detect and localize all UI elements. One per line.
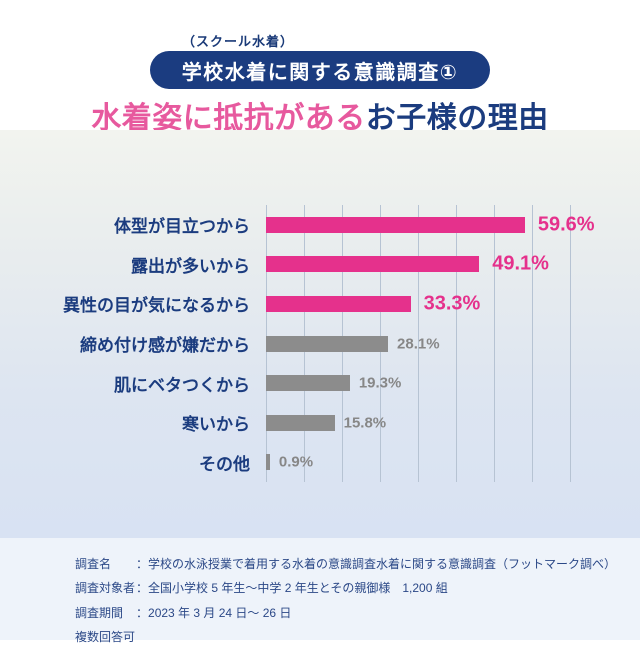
bar-3	[266, 296, 411, 312]
footer-label: 調査名	[75, 555, 136, 572]
bar-value-label: 33.3%	[424, 292, 481, 315]
gridline	[494, 205, 495, 482]
bar-value-label: 19.3%	[359, 375, 402, 392]
footer-colon: ：	[136, 604, 148, 621]
footer-label: 調査対象者	[75, 579, 136, 596]
bar-2	[266, 256, 479, 272]
footer-row-note: 複数回答可	[75, 625, 640, 649]
gridline	[456, 205, 457, 482]
footer-row-survey-subjects: 調査対象者：全国小学校 5 年生～中学 2 年生とその親御様 1,200 組	[75, 576, 640, 601]
bar-value-label: 0.9%	[279, 454, 313, 471]
bar-5	[266, 375, 350, 391]
footer-value: 全国小学校 5 年生～中学 2 年生とその親御様 1,200 組	[148, 579, 448, 596]
footer-label: 調査期間	[75, 604, 136, 621]
footer-note: 複数回答可	[75, 628, 135, 645]
gridline	[570, 205, 571, 482]
category-label: 体型が目立つから	[30, 205, 250, 245]
category-label: 締め付け感が嫌だから	[30, 324, 250, 364]
footer-colon: ：	[136, 555, 148, 572]
page-header: （スクール水着） 学校水着に関する意識調査① 水着姿に抵抗があるお子様の理由	[0, 0, 640, 130]
footer-row-survey-name: 調査名：学校の水泳授業で着用する水着の意識調査水着に関する意識調査（フットマーク…	[75, 551, 640, 576]
bar-4	[266, 336, 388, 352]
category-label: その他	[30, 442, 250, 482]
chart-section: 体型が目立つから露出が多いから異性の目が気になるから締め付け感が嫌だから肌にベタ…	[0, 130, 640, 538]
category-label: 異性の目が気になるから	[30, 284, 250, 324]
category-label: 肌にベタつくから	[30, 363, 250, 403]
survey-badge: 学校水着に関する意識調査①	[150, 51, 490, 89]
survey-footer: 調査名：学校の水泳授業で着用する水着の意識調査水着に関する意識調査（フットマーク…	[0, 538, 640, 640]
bar-7	[266, 454, 270, 470]
header-tagline: （スクール水着）	[182, 31, 294, 50]
footer-value: 学校の水泳授業で着用する水着の意識調査水着に関する意識調査（フットマーク調べ）	[148, 555, 616, 572]
chart-labels: 体型が目立つから露出が多いから異性の目が気になるから締め付け感が嫌だから肌にベタ…	[30, 205, 250, 482]
footer-value: 2023 年 3 月 24 日～ 26 日	[148, 604, 291, 621]
chart-plot: 59.6%49.1%33.3%28.1%19.3%15.8%0.9%	[266, 205, 570, 482]
bar-value-label: 59.6%	[538, 213, 595, 236]
survey-badge-label: 学校水着に関する意識調査①	[182, 56, 458, 85]
bar-value-label: 28.1%	[397, 335, 440, 352]
footer-row-survey-period: 調査期間：2023 年 3 月 24 日～ 26 日	[75, 600, 640, 625]
bar-1	[266, 217, 525, 233]
bar-value-label: 49.1%	[492, 253, 549, 276]
footer-colon: ：	[136, 579, 148, 596]
bar-6	[266, 415, 335, 431]
category-label: 寒いから	[30, 403, 250, 443]
category-label: 露出が多いから	[30, 245, 250, 285]
gridline	[532, 205, 533, 482]
bar-value-label: 15.8%	[344, 414, 387, 431]
